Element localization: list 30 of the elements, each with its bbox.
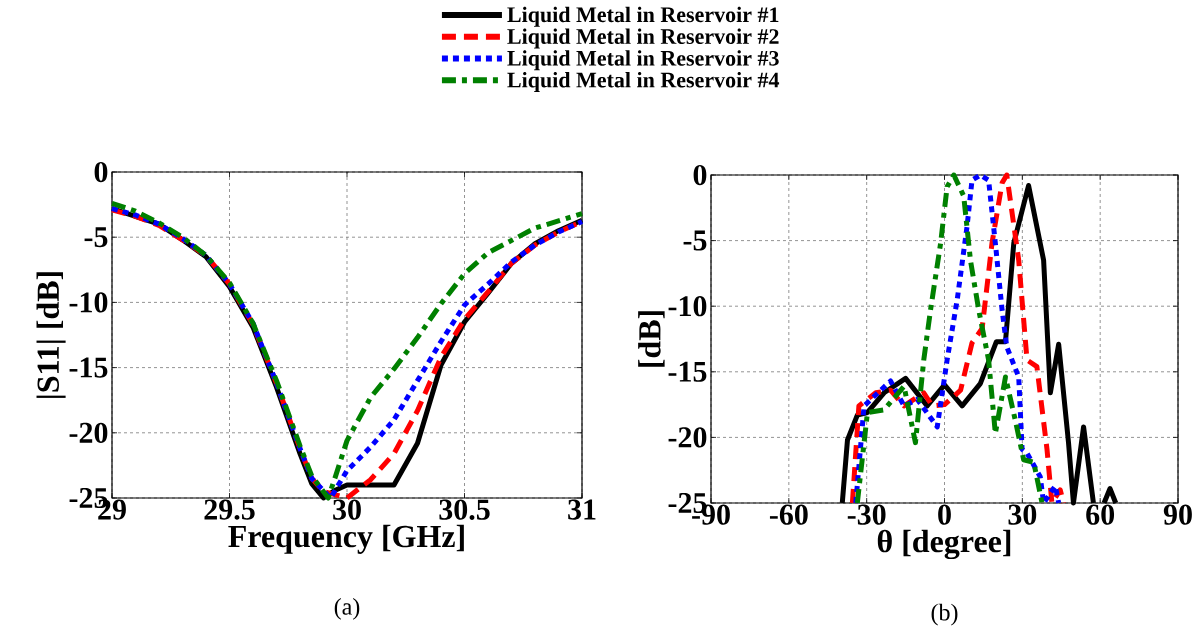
legend-label: Liquid Metal in Reservoir #4 [507,71,780,92]
y-axis-title: [dB] [638,311,665,367]
x-tick-label: 90 [1163,504,1192,525]
x-axis-title: θ [degree] [877,529,1011,560]
legend-label: Liquid Metal in Reservoir #1 [507,6,779,27]
y-tick-label: -5 [84,227,108,248]
y-tick-label: -20 [668,427,707,448]
x-tick-label: 30.5 [439,499,490,520]
y-tick-label: -5 [683,230,707,251]
legend-label: Liquid Metal in Reservoir #3 [507,50,779,71]
x-tick-label: 0 [938,504,951,525]
y-tick-label: -10 [668,296,707,317]
x-tick-label: 30 [1008,504,1037,525]
y-tick-label: -20 [69,422,108,443]
text: (a) [334,597,360,620]
x-tick-label: 29.5 [204,499,255,520]
y-tick-label: -15 [668,361,707,382]
x-tick-label: -60 [769,504,808,525]
y-axis-title: |S11| [dB] [36,272,66,398]
y-tick-label: 0 [94,161,108,183]
x-tick-label: 30 [333,499,361,520]
x-tick-label: 60 [1086,504,1115,525]
x-tick-label: 31 [568,499,596,520]
x-axis-title: Frequency [GHz] [228,524,464,554]
legend-label: Liquid Metal in Reservoir #2 [507,28,779,49]
y-tick-label: -10 [69,292,108,313]
y-tick-label: -15 [69,357,108,378]
text: (b) [931,603,958,626]
y-tick-label: 0 [693,164,707,186]
x-tick-label: -30 [847,504,886,525]
